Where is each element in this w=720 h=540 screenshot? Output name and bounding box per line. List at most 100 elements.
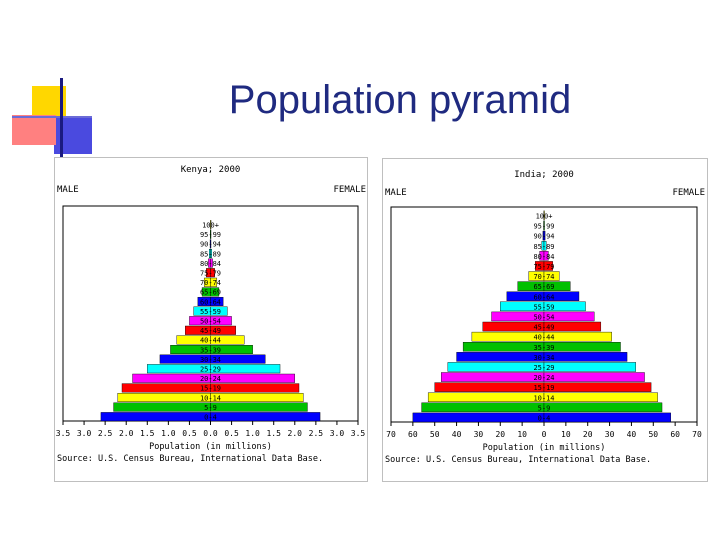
india-age-label: 10-14 [533,394,554,402]
india-male-bar [441,372,545,382]
kenya-chart-panel: Kenya; 2000 MALE FEMALE 0-4 5-9 10-14 15-19 20-… [54,157,368,482]
india-age-label: 45-49 [533,324,554,332]
kenya-x-tick-label: 0.5 [224,429,239,438]
kenya-age-label: 20-24 [200,375,221,383]
kenya-male-label: MALE [57,185,79,195]
kenya-age-label: 65-69 [200,289,221,297]
india-female-bar [543,382,652,392]
india-chart-panel: India; 2000 MALE FEMALE 0-4 5-9 10-14 15-19 20-… [382,158,708,482]
india-age-label: 100+ [536,213,553,221]
kenya-x-axis-label: Population (in millions) [149,442,272,452]
india-x-tick-label: 10 [561,430,571,439]
india-male-label: MALE [385,188,407,198]
india-female-bar [543,331,612,342]
kenya-age-label: 25-29 [200,366,221,374]
india-age-label: 60-64 [533,293,554,301]
kenya-age-label: 80-84 [200,260,221,268]
india-age-label: 65-69 [533,283,554,291]
india-male-bar [427,392,545,402]
kenya-female-bar [210,392,304,402]
kenya-x-tick-label: 0.0 [203,429,218,438]
india-female-bar [543,291,580,301]
kenya-x-tick-label: 1.5 [266,429,281,438]
india-age-label: 95-99 [533,223,554,231]
india-x-tick-label: 60 [408,430,418,439]
india-age-label: 75-79 [533,263,554,271]
kenya-female-bar [210,248,212,258]
kenya-age-label: 5-9 [204,404,217,412]
kenya-age-label: 75-79 [200,270,221,278]
india-female-bar [543,402,663,413]
india-female-bar [543,352,628,362]
kenya-female-bar [210,402,308,412]
india-female-bar [543,251,549,261]
india-female-bar [543,412,671,423]
india-male-bar [421,402,545,413]
kenya-source-note: Source: U.S. Census Bureau, Internationa… [57,454,323,464]
india-female-bar [543,341,621,352]
india-age-label: 55-59 [533,303,554,311]
kenya-age-label: 70-74 [200,279,221,287]
india-male-bar [447,362,545,372]
india-x-tick-label: 10 [517,430,527,439]
india-age-label: 5-9 [538,404,551,412]
kenya-age-label: 0-4 [204,414,217,422]
india-chart-title: India; 2000 [514,170,574,180]
india-x-tick-label: 30 [474,430,484,439]
india-age-label: 70-74 [533,273,554,281]
india-source-note: Source: U.S. Census Bureau, Internationa… [385,455,651,465]
india-age-label: 20-24 [533,374,554,382]
kenya-female-bar [210,287,220,297]
india-x-tick-label: 40 [452,430,462,439]
india-female-bar [543,311,595,322]
kenya-female-bar [210,412,321,422]
kenya-x-tick-label: 2.0 [288,429,303,438]
kenya-female-bar [210,268,215,278]
india-female-bar [543,210,545,221]
india-female-label: FEMALE [672,188,705,198]
kenya-age-label: 15-19 [200,385,221,393]
india-female-bar [543,301,586,312]
kenya-x-tick-label: 1.0 [245,429,260,438]
kenya-age-label: 40-44 [200,337,221,345]
kenya-female-bar [210,335,245,345]
kenya-age-label: 100+ [202,222,219,230]
india-age-label: 90-94 [533,233,554,241]
kenya-female-bar [210,258,213,268]
kenya-female-bar [210,373,295,383]
india-female-bar [543,271,560,281]
india-male-bar [462,341,545,352]
kenya-x-tick-label: 2.0 [119,429,134,438]
india-female-bar [543,362,637,372]
kenya-female-bar [210,229,212,239]
india-x-tick-label: 40 [627,430,637,439]
india-female-bar [543,321,602,332]
kenya-x-tick-label: 3.0 [330,429,345,438]
india-pyramid-chart: India; 2000 MALE FEMALE 0-4 5-9 10-14 15-19 20-… [385,170,705,465]
india-male-bar [412,412,545,423]
kenya-chart-title: Kenya; 2000 [181,165,241,175]
india-x-tick-label: 20 [583,430,593,439]
india-age-label: 50-54 [533,314,554,322]
kenya-female-bar [210,316,232,326]
india-female-bar [543,261,553,271]
india-x-tick-label: 20 [495,430,505,439]
kenya-x-tick-label: 1.0 [161,429,176,438]
kenya-female-bar [210,383,300,393]
kenya-x-tick-label: 0.5 [182,429,197,438]
kenya-female-bar [210,325,236,335]
india-x-tick-label: 50 [648,430,658,439]
india-female-bar [543,372,645,382]
india-male-bar [434,382,545,392]
india-female-bar [543,392,658,402]
kenya-age-label: 90-94 [200,241,221,249]
india-age-label: 0-4 [538,415,551,423]
india-x-tick-label: 60 [670,430,680,439]
kenya-x-tick-label: 2.5 [309,429,324,438]
india-age-label: 85-89 [533,243,554,251]
decor-vertical-line [60,78,63,158]
india-age-label: 30-34 [533,354,554,362]
india-male-bar [456,352,545,362]
india-x-tick-label: 70 [692,430,702,439]
kenya-age-label: 85-89 [200,250,221,258]
